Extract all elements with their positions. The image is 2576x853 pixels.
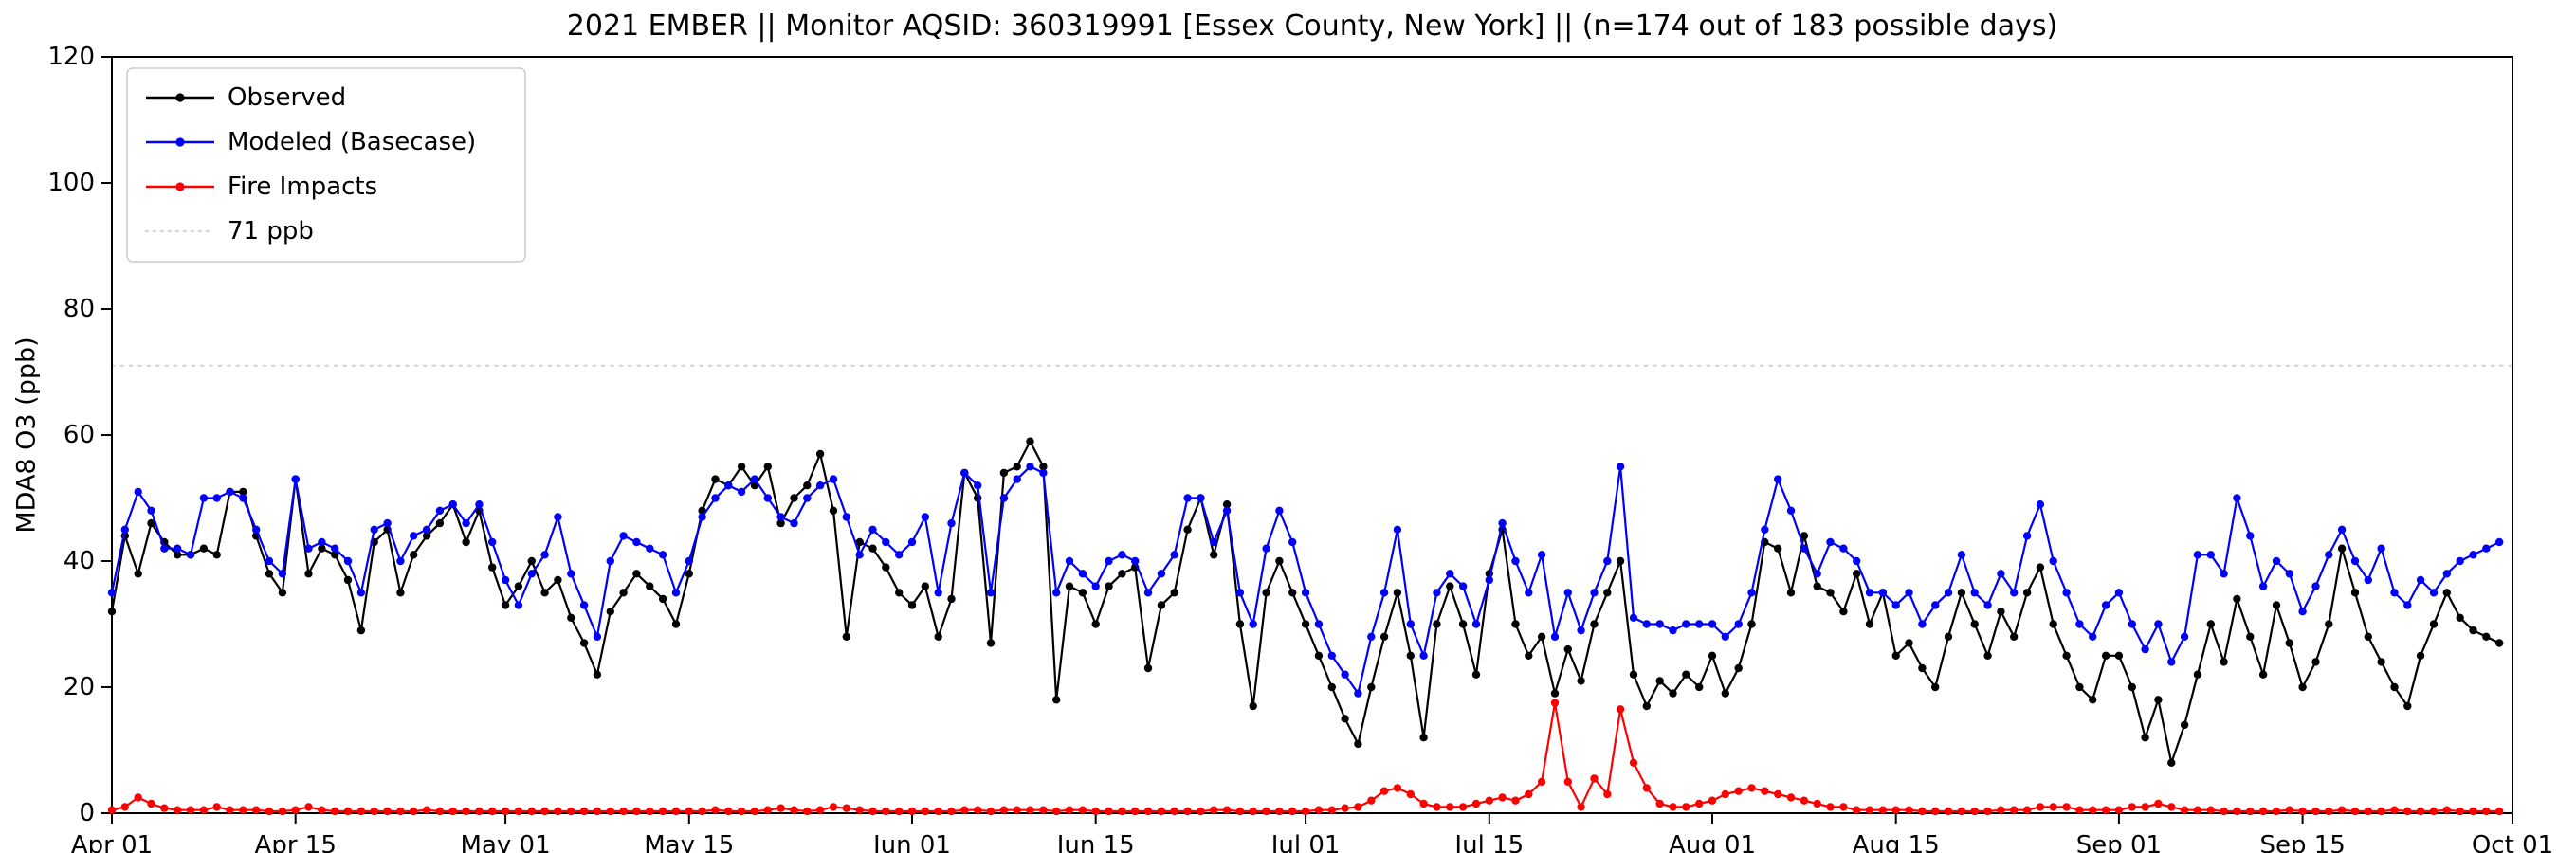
series-observed — [107, 437, 2504, 767]
x-tick-label: Jun 01 — [871, 831, 951, 853]
x-tick-label: Jul 01 — [1270, 831, 1341, 853]
x-tick-label: Apr 15 — [255, 831, 337, 853]
x-tick-label: Sep 15 — [2259, 831, 2345, 853]
legend-label: Observed — [228, 83, 346, 112]
x-tick-label: Apr 01 — [71, 831, 153, 853]
series-line-observed — [110, 440, 2500, 764]
x-tick-label: Aug 01 — [1669, 831, 1756, 853]
legend-label: Fire Impacts — [228, 172, 377, 201]
x-tick-label: Aug 15 — [1853, 831, 1940, 853]
legend-label: Modeled (Basecase) — [228, 128, 476, 156]
y-tick-label: 20 — [64, 673, 95, 701]
legend-box — [126, 67, 526, 263]
x-tick-label: May 15 — [644, 831, 734, 853]
legend: Observed Modeled (Basecase) Fire Impacts 71… — [126, 67, 526, 263]
legend-label: 71 ppb — [228, 217, 314, 245]
y-tick-label: 40 — [64, 547, 95, 575]
x-tick-label: Oct 01 — [2472, 831, 2553, 853]
series-line-modeled-basecase — [110, 465, 2500, 695]
chart-title: 2021 EMBER || Monitor AQSID: 360319991 [… — [566, 9, 2058, 43]
x-tick-label: Jun 15 — [1055, 831, 1135, 853]
x-axis: Apr 01 Apr 15 May 01 May 15 Jun 01 Jun 15 Jul … — [71, 813, 2553, 853]
series-fire-impacts — [107, 699, 2504, 816]
x-tick-label: Jul 15 — [1452, 831, 1524, 853]
y-axis: 0 20 40 60 80 100 120 — [47, 43, 112, 827]
x-tick-label: May 01 — [461, 831, 551, 853]
series-modeled-basecase — [107, 463, 2504, 698]
y-tick-label: 60 — [64, 421, 95, 449]
y-tick-label: 0 — [79, 799, 95, 827]
y-tick-label: 120 — [47, 43, 95, 71]
x-tick-label: Sep 01 — [2076, 831, 2162, 853]
y-tick-label: 80 — [64, 295, 95, 323]
y-tick-label: 100 — [47, 169, 95, 197]
